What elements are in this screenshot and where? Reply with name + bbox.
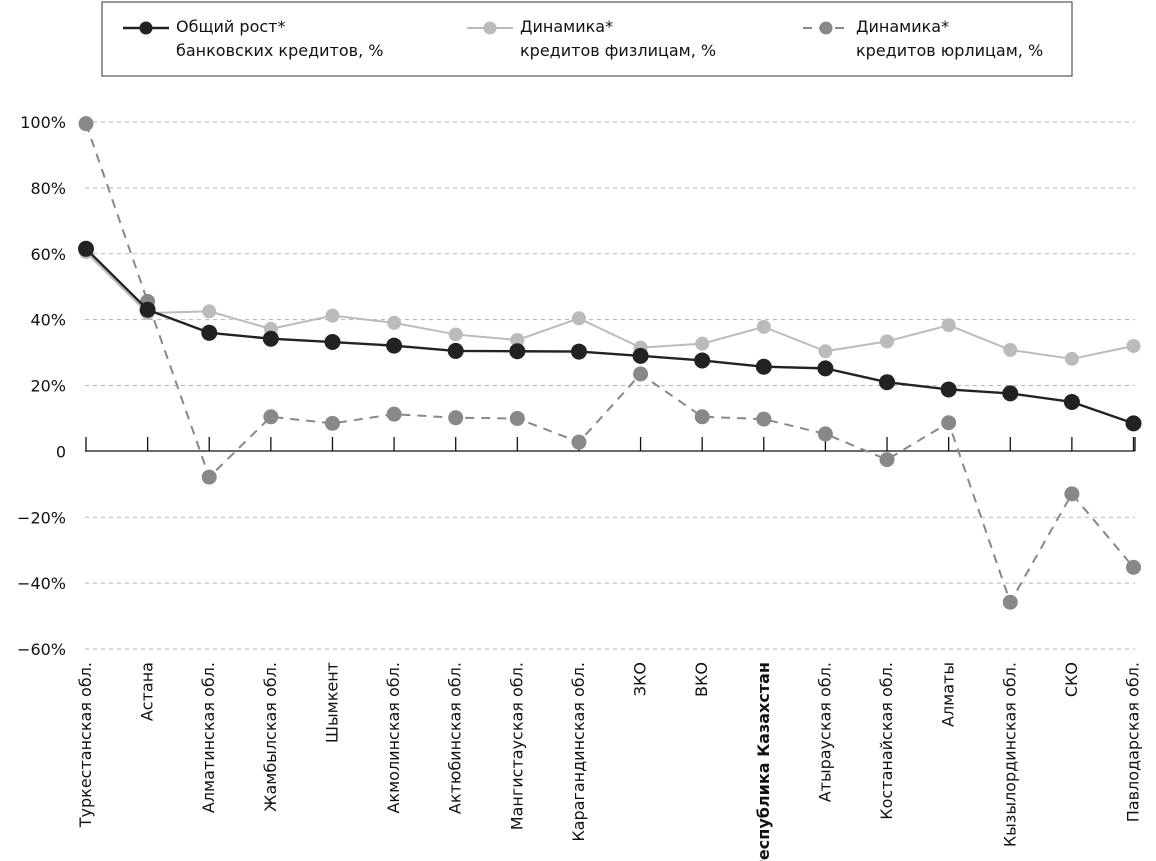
series-0-point xyxy=(940,381,957,398)
series-2-point xyxy=(1002,594,1018,610)
y-tick-label: 60% xyxy=(30,245,66,264)
legend-label-1: кредитов физлицам, % xyxy=(520,41,716,60)
series-0-point xyxy=(755,358,772,375)
category-label-шымкент: Шымкент xyxy=(322,662,341,743)
legend-box xyxy=(101,1,1073,77)
series-0-point xyxy=(879,374,896,391)
legend-marker-0 xyxy=(139,21,153,35)
series-2-point xyxy=(756,411,772,427)
series-0-point xyxy=(386,337,403,354)
series-2-point xyxy=(324,415,340,431)
category-label-туркестанская-обл: Туркестанская обл. xyxy=(76,662,95,828)
legend-label-1: Динамика* xyxy=(520,17,613,36)
series-1-point xyxy=(756,319,771,334)
series-1-point xyxy=(880,334,895,349)
series-0-point xyxy=(139,301,156,318)
series-2-point xyxy=(1126,559,1141,575)
legend-label-2: Динамика* xyxy=(856,17,949,36)
category-label-атырауская-обл: Атырауская обл. xyxy=(815,662,834,802)
series-2-point xyxy=(386,406,402,422)
y-axis: −60% −40% −20% 0 20% 40% 60% 80% 100% xyxy=(17,113,66,659)
y-tick-label: 0 xyxy=(56,442,66,461)
gridlines xyxy=(85,121,1135,650)
category-label-акмолинская-обл: Акмолинская обл. xyxy=(384,662,403,814)
category-label-зко: ЗКО xyxy=(631,662,650,696)
series-2-point xyxy=(201,469,217,485)
series-line-2 xyxy=(85,123,1135,604)
y-tick-label: −40% xyxy=(17,574,66,593)
series-0-point xyxy=(324,334,341,351)
legend-marker-2 xyxy=(819,21,833,35)
series-2-point xyxy=(509,410,525,426)
series-1-point xyxy=(1126,338,1141,353)
y-tick-label: 80% xyxy=(30,179,66,198)
series-line-1 xyxy=(85,251,1134,360)
series-1-point xyxy=(818,344,833,359)
series-2-point xyxy=(571,434,587,450)
category-label-алматинская-обл: Алматинская обл. xyxy=(199,662,218,813)
legend-label-2: кредитов юрлицам, % xyxy=(856,41,1043,60)
series-0-point xyxy=(1063,393,1080,410)
series-0-point xyxy=(509,343,526,360)
series-2-point xyxy=(448,410,464,426)
series-0-point xyxy=(817,360,834,377)
series-1-point xyxy=(448,327,463,342)
series-2-point xyxy=(1064,486,1080,502)
series-0-point xyxy=(632,347,649,364)
category-label-кызылординская-обл: Кызылординская обл. xyxy=(1000,662,1019,847)
legend-label-0: банковских кредитов, % xyxy=(176,41,383,60)
category-label-мангистауская-обл: Мангистауская обл. xyxy=(507,662,526,830)
legend-marker-1 xyxy=(483,21,497,35)
series-0-point xyxy=(694,352,711,369)
category-label-алматы: Алматы xyxy=(939,662,958,727)
series-2-point xyxy=(633,366,649,382)
category-label-республика-казахстан: Республика Казахстан xyxy=(754,662,773,861)
series-group xyxy=(78,116,1142,610)
series-1-point xyxy=(510,333,525,348)
series-0-point xyxy=(570,343,587,360)
legend: Общий рост* банковских кредитов, % Динамик… xyxy=(101,1,1073,77)
category-label-ско: СКО xyxy=(1062,662,1081,697)
series-1-point xyxy=(571,311,586,326)
category-label-астана: Астана xyxy=(138,662,157,721)
series-0-point xyxy=(1002,385,1019,402)
series-1-point xyxy=(325,308,340,323)
series-1-point xyxy=(1003,342,1018,357)
legend-label-0: Общий рост* xyxy=(176,17,285,36)
category-label-вко: ВКО xyxy=(692,662,711,697)
series-line-0 xyxy=(85,247,1134,425)
y-tick-label: 100% xyxy=(20,113,66,132)
series-1-point xyxy=(1064,351,1079,366)
y-tick-label: 40% xyxy=(30,311,66,330)
series-0-point xyxy=(262,330,279,347)
y-tick-label: −60% xyxy=(17,640,66,659)
category-label-павлодарская-обл: Павлодарская обл. xyxy=(1124,662,1143,822)
series-2-point xyxy=(263,409,279,425)
series-0-point xyxy=(447,342,464,359)
category-label-жамбылская-обл: Жамбылская обл. xyxy=(261,662,280,812)
series-2-point xyxy=(879,452,895,468)
x-axis: Туркестанская обл. Астана Алматинская обл.… xyxy=(76,437,1143,861)
series-1-point xyxy=(202,304,217,319)
series-2-point xyxy=(694,409,710,425)
series-0-point xyxy=(201,324,218,341)
series-1-point xyxy=(941,318,956,333)
series-2-point xyxy=(78,116,94,132)
series-2-point xyxy=(817,426,833,442)
category-label-актюбинская-обл: Актюбинская обл. xyxy=(446,662,465,814)
series-2-point xyxy=(941,415,957,431)
series-1-point xyxy=(695,336,710,351)
y-tick-label: 20% xyxy=(30,377,66,396)
category-label-костанайская-обл: Костанайская обл. xyxy=(877,662,896,820)
y-tick-label: −20% xyxy=(17,508,66,527)
series-0-point xyxy=(78,240,94,257)
series-1-point xyxy=(387,315,402,330)
series-0-point xyxy=(1125,415,1142,432)
category-label-карагандинская-обл: Карагандинская обл. xyxy=(569,662,588,842)
